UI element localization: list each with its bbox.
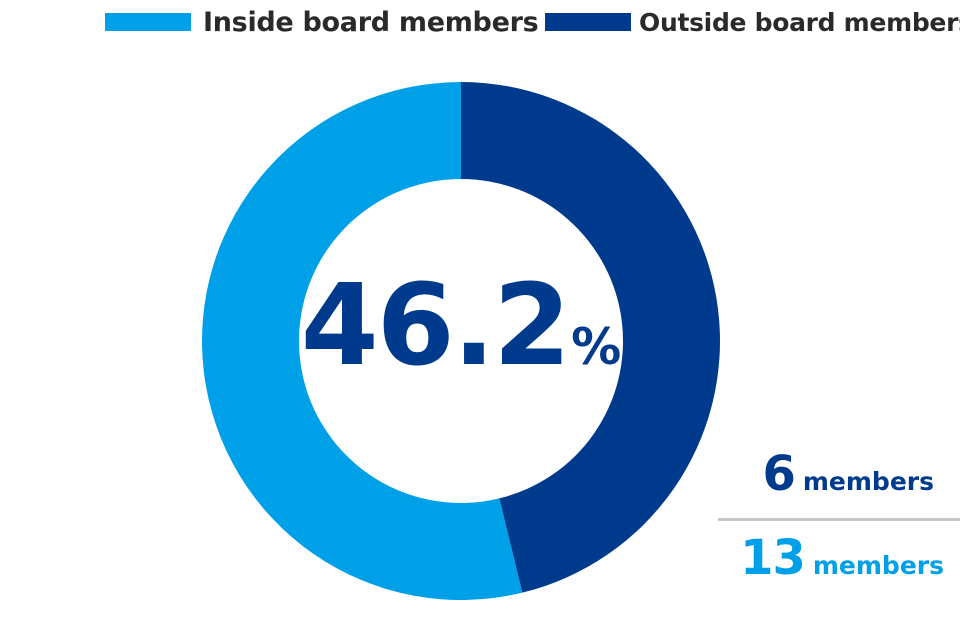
donut-chart bbox=[202, 82, 720, 600]
donut-slice-inside-board-members bbox=[202, 82, 523, 600]
outside-count-unit: members bbox=[802, 467, 934, 496]
center-percentage-number: 46.2 bbox=[300, 261, 571, 391]
donut-slice-outside-board-members bbox=[461, 82, 720, 593]
inside-member-count: 13 members bbox=[740, 534, 944, 582]
legend-swatch-outside bbox=[545, 13, 631, 31]
member-counts: 6 members 13 members bbox=[718, 440, 960, 600]
legend-item-inside: Inside board members bbox=[105, 4, 539, 40]
inside-count-number: 13 bbox=[740, 530, 806, 586]
legend: Inside board members Outside board membe… bbox=[0, 4, 960, 40]
legend-label-outside: Outside board members bbox=[639, 7, 960, 37]
outside-member-count: 6 members bbox=[762, 450, 934, 498]
count-divider bbox=[718, 518, 960, 521]
center-percentage: 46.2 % bbox=[300, 270, 622, 400]
legend-item-outside: Outside board members bbox=[545, 4, 960, 40]
center-percentage-unit: % bbox=[571, 318, 622, 376]
legend-label-inside: Inside board members bbox=[203, 6, 539, 38]
inside-count-unit: members bbox=[812, 551, 944, 580]
legend-swatch-inside bbox=[105, 13, 191, 31]
outside-count-number: 6 bbox=[762, 446, 795, 502]
